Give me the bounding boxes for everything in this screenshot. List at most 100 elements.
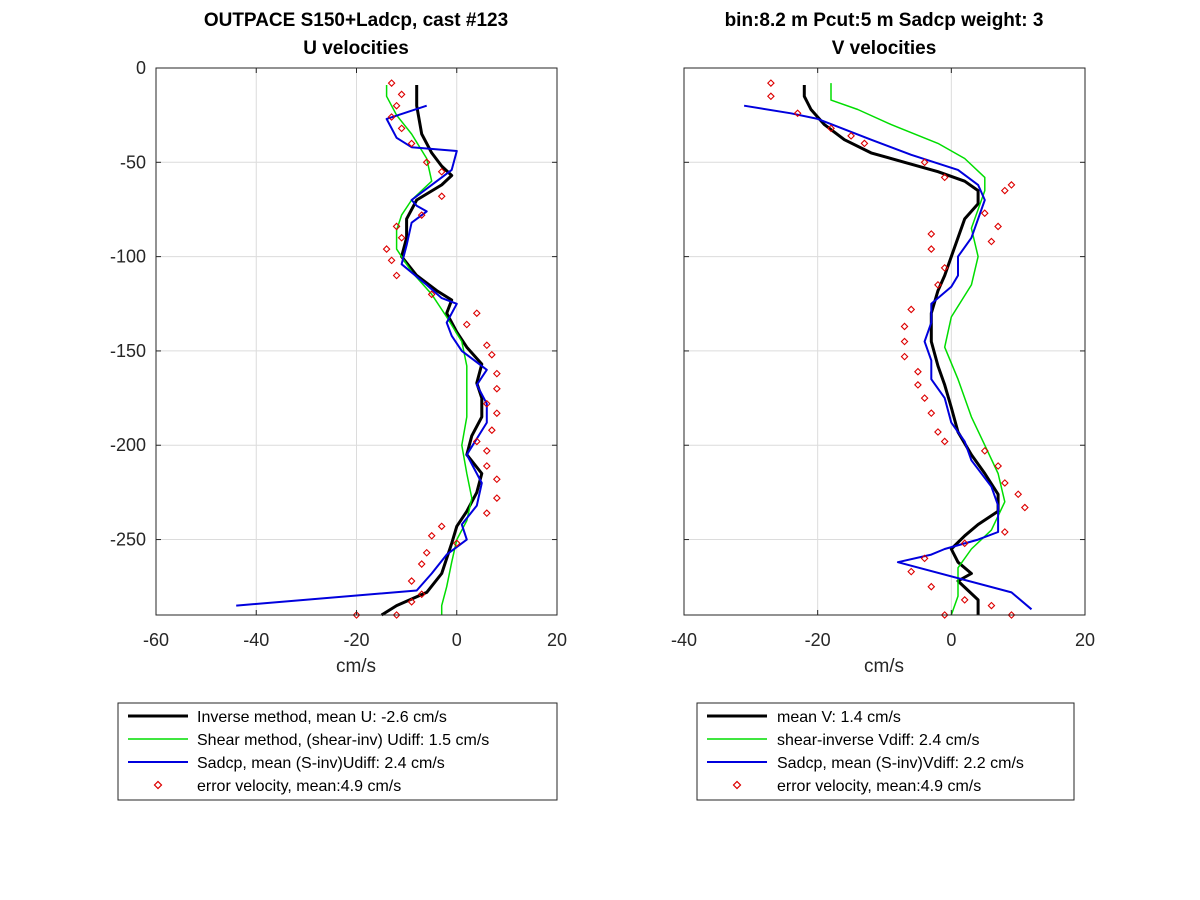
u-x-tick-label: 20 <box>547 630 567 650</box>
u-y-tick-label: -200 <box>110 435 146 455</box>
v-x-axis-label: cm/s <box>864 656 904 677</box>
u-x-tick-label: -60 <box>143 630 169 650</box>
v-error-marker <box>934 428 942 436</box>
u-error-marker <box>492 409 501 418</box>
u-error-marker <box>482 462 491 470</box>
v-error-marker <box>927 582 936 591</box>
v-error-marker <box>1000 186 1009 195</box>
v-error-marker <box>1007 181 1016 189</box>
v-error-marker <box>1000 479 1009 487</box>
u-error-marker <box>382 245 391 253</box>
v-legend-label-error: error velocity, mean:4.9 cm/s <box>777 778 981 795</box>
v-error-marker <box>987 237 996 246</box>
v-velocities-panel: bin:8.2 m Pcut:5 m Sadcp weight: 3 V vel… <box>671 10 1095 801</box>
v-error-marker <box>987 601 996 610</box>
v-error-marker <box>900 337 909 346</box>
u-y-ticks: 0 -50 -100 -150 -200 -250 <box>110 58 557 550</box>
v-x-tick-label: 20 <box>1075 630 1095 650</box>
v-x-tick-label: -20 <box>805 630 831 650</box>
u-error-marker <box>417 590 426 599</box>
v-x-ticks: -40 -20 0 20 <box>671 68 1095 650</box>
v-error-marker <box>934 280 942 289</box>
u-error-marker <box>397 90 406 99</box>
v-error-marker <box>940 264 949 272</box>
v-error-marker <box>907 305 916 314</box>
u-error-marker <box>422 548 431 557</box>
u-error-marker <box>462 320 471 329</box>
v-error-marker <box>767 92 775 101</box>
v-error-marker <box>827 124 835 133</box>
u-error-marker <box>482 399 491 408</box>
v-error-marker <box>767 79 775 87</box>
u-error-marker <box>427 531 436 540</box>
u-error-marker <box>397 124 406 133</box>
v-error-marker <box>960 539 969 548</box>
v-error-marker <box>920 554 929 563</box>
u-error-marker <box>387 79 396 87</box>
v-error-marker <box>920 394 929 402</box>
v-legend-label-shear: shear-inverse Vdiff: 2.4 cm/s <box>777 732 979 749</box>
v-error-marker <box>994 462 1003 470</box>
u-error-marker <box>392 101 401 110</box>
u-error-marker <box>387 113 396 121</box>
u-legend-label-shear: Shear method, (shear-inv) Udiff: 1.5 cm/… <box>197 732 489 749</box>
u-error-marker <box>407 139 416 148</box>
u-legend: Inverse method, mean U: -2.6 cm/s Shear … <box>117 702 558 801</box>
u-error-marker <box>427 290 436 299</box>
u-error-marker <box>482 447 491 455</box>
u-legend-swatch-error <box>153 780 163 790</box>
v-legend-label-sadcp: Sadcp, mean (S-inv)Vdiff: 2.2 cm/s <box>777 755 1024 772</box>
u-y-tick-label: -50 <box>120 152 146 172</box>
v-legend: mean V: 1.4 cm/s shear-inverse Vdiff: 2.… <box>696 702 1075 801</box>
u-chart-title: OUTPACE S150+Ladcp, cast #123 <box>204 10 508 31</box>
v-error-marker <box>914 367 922 376</box>
v-error-marker <box>994 222 1002 231</box>
v-legend-swatch-error <box>732 780 742 790</box>
u-x-tick-label: -40 <box>243 630 269 650</box>
u-legend-label-sadcp: Sadcp, mean (S-inv)Udiff: 2.4 cm/s <box>197 755 445 772</box>
u-series-line-1 <box>385 85 473 615</box>
u-error-marker <box>392 222 401 231</box>
u-legend-label-error: error velocity, mean:4.9 cm/s <box>197 778 401 795</box>
v-y-ticks <box>684 67 1085 541</box>
u-error-marker <box>492 475 501 484</box>
u-error-marker <box>417 211 426 219</box>
u-error-marker <box>437 522 446 531</box>
u-error-marker <box>492 384 501 393</box>
v-series-layer <box>743 79 1033 619</box>
v-error-marker <box>980 209 989 218</box>
v-series-line-0 <box>802 85 1000 615</box>
u-y-tick-label: -100 <box>110 247 146 267</box>
v-chart-title: bin:8.2 m Pcut:5 m Sadcp weight: 3 <box>725 10 1044 31</box>
v-legend-box <box>696 702 1075 801</box>
u-legend-label-inverse: Inverse method, mean U: -2.6 cm/s <box>197 709 447 726</box>
v-plot-frame <box>683 67 1086 616</box>
v-legend-label-mean: mean V: 1.4 cm/s <box>777 709 901 726</box>
v-series-line-2 <box>743 104 1033 611</box>
u-x-tick-label: 0 <box>452 630 462 650</box>
v-x-tick-label: -40 <box>671 630 697 650</box>
u-chart-subtitle: U velocities <box>303 38 409 59</box>
u-error-marker <box>472 437 481 446</box>
u-error-marker <box>407 597 416 606</box>
u-error-marker <box>387 256 396 265</box>
v-error-marker <box>927 245 936 253</box>
u-error-marker <box>397 233 406 242</box>
v-chart-subtitle: V velocities <box>832 38 937 59</box>
v-error-marker <box>900 352 909 361</box>
v-error-marker <box>940 173 949 182</box>
u-error-marker <box>492 494 501 502</box>
u-legend-box <box>117 702 558 801</box>
v-error-marker <box>920 158 929 167</box>
u-error-marker <box>487 350 496 359</box>
v-error-marker <box>940 437 949 446</box>
u-error-marker <box>407 577 416 585</box>
v-error-marker <box>940 611 949 619</box>
v-error-marker <box>960 596 969 604</box>
v-series-line-1 <box>830 83 1006 616</box>
u-y-tick-label: -250 <box>110 530 146 550</box>
v-error-marker <box>847 132 855 140</box>
u-error-marker <box>392 271 401 280</box>
u-error-marker <box>392 611 401 619</box>
